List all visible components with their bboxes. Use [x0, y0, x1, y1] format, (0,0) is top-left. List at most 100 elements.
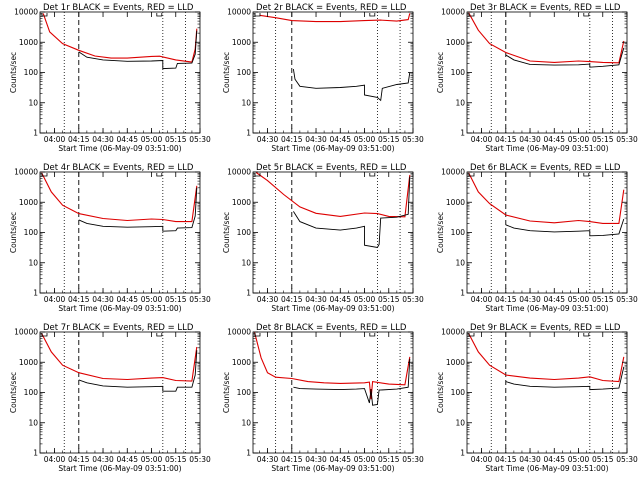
x-tick-label: 04:15 — [281, 135, 303, 144]
corner-bracket-marker — [583, 13, 590, 17]
corner-bracket-marker — [156, 173, 163, 177]
x-tick-label: 05:15 — [378, 455, 400, 464]
x-tick-label: 05:30 — [616, 455, 638, 464]
x-tick-label: 04:45 — [543, 295, 565, 304]
x-tick-label: 05:30 — [189, 455, 211, 464]
x-tick-label: 04:15 — [281, 455, 303, 464]
lld-series-line — [468, 12, 625, 64]
lld-series-line — [41, 172, 198, 223]
panel-title: Det 2r BLACK = Events, RED = LLD — [256, 3, 407, 13]
x-tick-label: 04:15 — [495, 455, 517, 464]
x-tick-label: 04:15 — [281, 295, 303, 304]
panel-det-7: Det 7r BLACK = Events, RED = LLD 1 10 100 10… — [9, 323, 211, 473]
events-series-line — [78, 350, 198, 392]
y-tick-label: 100 — [451, 68, 466, 77]
x-axis-label: Start Time (06-May-09 03:51:00) — [485, 304, 608, 313]
lld-series-line — [42, 13, 198, 63]
x-tick-label: 04:45 — [116, 455, 138, 464]
y-tick-label: 10000 — [14, 8, 38, 17]
events-series-line — [293, 358, 411, 406]
x-tick-label: 04:15 — [495, 295, 517, 304]
x-tick-label: 05:00 — [354, 295, 376, 304]
corner-bracket-marker — [156, 333, 163, 337]
lld-series-line — [468, 333, 625, 383]
panel-det-2: Det 2r BLACK = Events, RED = LLD 1 10 100 10… — [222, 3, 424, 153]
corner-bracket-marker — [254, 13, 261, 17]
lld-series-line — [468, 172, 625, 224]
y-tick-label: 1 — [246, 289, 251, 298]
y-tick-label: 10000 — [227, 8, 251, 17]
x-axis-label: Start Time (06-May-09 03:51:00) — [58, 304, 181, 313]
x-tick-label: 04:15 — [68, 455, 90, 464]
y-tick-label: 10 — [241, 258, 251, 267]
x-tick-label: 05:00 — [141, 455, 163, 464]
x-tick-label: 05:30 — [189, 135, 211, 144]
corner-bracket-marker — [156, 13, 163, 17]
y-axis-label: Counts/sec — [222, 372, 231, 413]
y-tick-label: 10000 — [14, 328, 38, 337]
panel-title: Det 9r BLACK = Events, RED = LLD — [470, 323, 621, 333]
y-tick-label: 1000 — [19, 358, 38, 367]
corner-bracket-marker — [369, 173, 376, 177]
corner-bracket-marker — [41, 333, 48, 337]
x-tick-label: 04:30 — [305, 455, 327, 464]
panel-det-4: Det 4r BLACK = Events, RED = LLD 1 10 100 10… — [9, 163, 211, 313]
y-tick-label: 10000 — [14, 168, 38, 177]
events-series-line — [505, 47, 625, 68]
y-tick-label: 100 — [451, 228, 466, 237]
events-series-line — [505, 366, 625, 391]
x-tick-label: 04:30 — [92, 455, 114, 464]
x-tick-label: 05:30 — [402, 455, 424, 464]
panel-det-9: Det 9r BLACK = Events, RED = LLD 1 10 100 10… — [436, 323, 638, 473]
panel-title: Det 8r BLACK = Events, RED = LLD — [256, 323, 407, 333]
y-tick-label: 10 — [241, 418, 251, 427]
x-tick-label: 04:45 — [543, 455, 565, 464]
y-axis-label: Counts/sec — [436, 52, 445, 93]
x-tick-label: 05:00 — [354, 455, 376, 464]
corner-bracket-marker — [369, 333, 376, 337]
y-axis-label: Counts/sec — [222, 212, 231, 253]
x-tick-label: 04:30 — [519, 455, 541, 464]
corner-bracket-marker — [468, 173, 475, 177]
y-tick-label: 1000 — [446, 198, 465, 207]
y-tick-label: 1000 — [232, 38, 251, 47]
y-axis-label: Counts/sec — [9, 212, 18, 253]
corner-bracket-marker — [583, 333, 590, 337]
y-tick-label: 100 — [24, 68, 39, 77]
panel-title: Det 7r BLACK = Events, RED = LLD — [43, 323, 194, 333]
corner-bracket-marker — [254, 333, 261, 337]
y-tick-label: 100 — [237, 388, 252, 397]
panel-det-3: Det 3r BLACK = Events, RED = LLD 1 10 100 10… — [436, 3, 638, 153]
lld-series-line — [254, 332, 411, 400]
panel-title: Det 1r BLACK = Events, RED = LLD — [43, 3, 194, 13]
x-tick-label: 04:45 — [116, 135, 138, 144]
x-tick-label: 05:00 — [568, 135, 590, 144]
x-tick-label: 05:30 — [402, 135, 424, 144]
events-series-line — [292, 69, 411, 102]
lld-series-line — [259, 13, 411, 23]
x-axis-label: Start Time (06-May-09 03:51:00) — [271, 464, 394, 473]
y-tick-label: 1000 — [19, 38, 38, 47]
x-tick-label: 05:15 — [165, 135, 187, 144]
y-tick-label: 1 — [33, 449, 38, 458]
x-tick-label: 04:15 — [68, 295, 90, 304]
events-series-line — [293, 176, 411, 248]
x-axis-label: Start Time (06-May-09 03:51:00) — [485, 144, 608, 153]
x-tick-label: 05:15 — [592, 295, 614, 304]
y-tick-label: 1000 — [232, 358, 251, 367]
x-tick-label: 04:30 — [305, 135, 327, 144]
y-tick-label: 10000 — [441, 8, 465, 17]
y-tick-label: 10 — [455, 98, 465, 107]
y-tick-label: 100 — [24, 388, 39, 397]
plot-frame — [252, 171, 414, 294]
x-tick-label: 04:30 — [519, 295, 541, 304]
panel-title: Det 4r BLACK = Events, RED = LLD — [43, 163, 194, 173]
corner-bracket-marker — [583, 173, 590, 177]
x-tick-label: 05:15 — [592, 455, 614, 464]
x-tick-label: 04:00 — [471, 295, 493, 304]
x-tick-label: 04:00 — [471, 135, 493, 144]
y-tick-label: 100 — [24, 228, 39, 237]
corner-bracket-marker — [41, 173, 48, 177]
x-tick-label: 04:00 — [44, 295, 66, 304]
